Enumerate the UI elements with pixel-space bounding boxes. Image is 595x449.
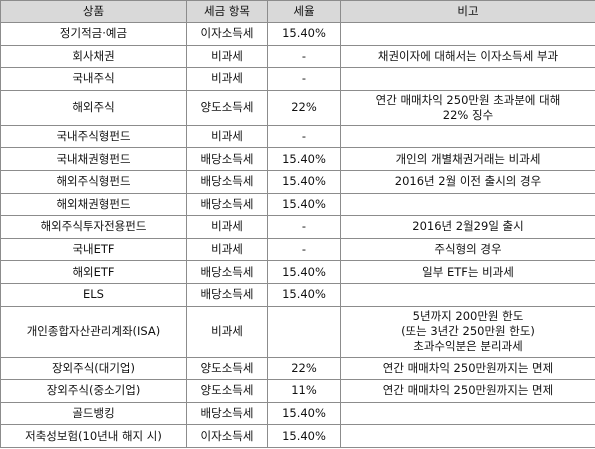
tax-type-cell: 이자소득세 <box>186 424 268 448</box>
product-cell: 정기적금·예금 <box>0 22 187 46</box>
table-body: 정기적금·예금 이자소득세 15.40% 회사채권 비과세 - 채권이자에 대해서는 이자소… <box>0 22 595 448</box>
table-row: 해외ETF 배당소득세 15.40% 일부 ETF는 비과세 <box>0 260 595 284</box>
table-row: 장외주식(대기업) 양도소득세 22% 연간 매매차익 250만원까지는 면제 <box>0 356 595 381</box>
tax-type-cell: 비과세 <box>186 215 268 239</box>
header-cell: 세금 항목 <box>186 0 268 23</box>
note-cell <box>340 401 595 426</box>
cell-line: 22% 징수 <box>442 107 494 122</box>
tax-type-cell: 비과세 <box>186 124 268 149</box>
tax-type-cell: 양도소득세 <box>186 89 268 126</box>
tax-type-cell: 비과세 <box>186 237 268 262</box>
note-cell: 연간 매매차익 250만원까지는 면제 <box>340 379 595 403</box>
tax-type-cell: 비과세 <box>186 44 268 69</box>
note-cell: 5년까지 200만원 한도 (또는 3년간 250만원 한도) 초과수익분은 분리과… <box>340 305 595 358</box>
rate-cell: 11% <box>267 379 341 403</box>
rate-cell: 22% <box>267 356 341 381</box>
header-cell: 비고 <box>340 0 595 23</box>
product-cell: 국내주식 <box>0 67 187 91</box>
rate-cell: - <box>267 215 341 239</box>
table-row: 국내채권형펀드 배당소득세 15.40% 개인의 개별채권거래는 비과세 <box>0 147 595 171</box>
rate-cell: 15.40% <box>267 169 341 194</box>
rate-cell: - <box>267 44 341 69</box>
tax-type-cell: 배당소득세 <box>186 169 268 194</box>
tax-type-cell: 배당소득세 <box>186 282 268 307</box>
rate-cell: 22% <box>267 89 341 126</box>
note-cell: 개인의 개별채권거래는 비과세 <box>340 147 595 171</box>
rate-cell <box>267 305 341 358</box>
note-cell: 2016년 2월 이전 출시의 경우 <box>340 169 595 194</box>
cell-line: 초과수익분은 분리과세 <box>413 339 523 354</box>
product-cell: 국내주식형펀드 <box>0 124 187 149</box>
table-row: 해외주식 양도소득세 22% 연간 매매차익 250만원 초과분에 대해 22% 징수 <box>0 89 595 126</box>
product-cell: 저축성보험(10년내 해지 시) <box>0 424 187 448</box>
rate-cell: - <box>267 237 341 262</box>
note-cell <box>340 67 595 91</box>
rate-cell: - <box>267 124 341 149</box>
note-cell: 2016년 2월29일 출시 <box>340 215 595 239</box>
product-cell: ELS <box>0 282 187 307</box>
tax-type-cell: 비과세 <box>186 305 268 358</box>
tax-type-cell: 배당소득세 <box>186 147 268 171</box>
table-row: 회사채권 비과세 - 채권이자에 대해서는 이자소득세 부과 <box>0 44 595 69</box>
table-row: ELS 배당소득세 15.40% <box>0 282 595 307</box>
tax-type-cell: 배당소득세 <box>186 260 268 284</box>
cell-line: 5년까지 200만원 한도 <box>412 309 524 324</box>
table-row: 골드뱅킹 배당소득세 15.40% <box>0 401 595 426</box>
header-cell: 상품 <box>0 0 187 23</box>
rate-cell: 15.40% <box>267 22 341 46</box>
tax-type-cell: 양도소득세 <box>186 379 268 403</box>
product-cell: 국내채권형펀드 <box>0 147 187 171</box>
header-row: 상품 세금 항목 세율 비고 <box>0 0 595 23</box>
product-cell: 해외채권형펀드 <box>0 192 187 217</box>
tax-type-cell: 비과세 <box>186 67 268 91</box>
table-row: 장외주식(중소기업) 양도소득세 11% 연간 매매차익 250만원까지는 면제 <box>0 379 595 403</box>
table-row: 국내ETF 비과세 - 주식형의 경우 <box>0 237 595 262</box>
note-cell: 일부 ETF는 비과세 <box>340 260 595 284</box>
tax-type-cell: 배당소득세 <box>186 192 268 217</box>
rate-cell: 15.40% <box>267 424 341 448</box>
rate-cell: 15.40% <box>267 401 341 426</box>
cell-line: 연간 매매차익 250만원 초과분에 대해 <box>375 92 561 107</box>
product-cell: 해외주식투자전용펀드 <box>0 215 187 239</box>
table-row: 해외주식형펀드 배당소득세 15.40% 2016년 2월 이전 출시의 경우 <box>0 169 595 194</box>
note-cell: 채권이자에 대해서는 이자소득세 부과 <box>340 44 595 69</box>
note-cell: 연간 매매차익 250만원까지는 면제 <box>340 356 595 381</box>
note-cell <box>340 124 595 149</box>
cell-line: (또는 3년간 250만원 한도) <box>401 324 535 339</box>
note-cell <box>340 22 595 46</box>
tax-type-cell: 배당소득세 <box>186 401 268 426</box>
note-cell: 주식형의 경우 <box>340 237 595 262</box>
product-cell: 장외주식(중소기업) <box>0 379 187 403</box>
tax-type-cell: 이자소득세 <box>186 22 268 46</box>
note-cell: 연간 매매차익 250만원 초과분에 대해 22% 징수 <box>340 89 595 126</box>
product-cell: 개인종합자산관리계좌(ISA) <box>0 305 187 358</box>
product-cell: 해외주식 <box>0 89 187 126</box>
table-row: 개인종합자산관리계좌(ISA) 비과세 5년까지 200만원 한도 (또는 3년간 2… <box>0 305 595 358</box>
table-row: 정기적금·예금 이자소득세 15.40% <box>0 22 595 46</box>
product-cell: 국내ETF <box>0 237 187 262</box>
table-row: 해외주식투자전용펀드 비과세 -2016년 2월29일 출시 <box>0 215 595 239</box>
tax-type-cell: 양도소득세 <box>186 356 268 381</box>
rate-cell: 15.40% <box>267 282 341 307</box>
note-cell <box>340 192 595 217</box>
note-cell <box>340 282 595 307</box>
product-cell: 골드뱅킹 <box>0 401 187 426</box>
note-cell <box>340 424 595 448</box>
table-row: 해외채권형펀드 배당소득세 15.40% <box>0 192 595 217</box>
table-row: 저축성보험(10년내 해지 시) 이자소득세 15.40% <box>0 424 595 448</box>
table-row: 국내주식형펀드 비과세 - <box>0 124 595 149</box>
product-cell: 해외주식형펀드 <box>0 169 187 194</box>
rate-cell: - <box>267 67 341 91</box>
product-cell: 해외ETF <box>0 260 187 284</box>
header-cell: 세율 <box>267 0 341 23</box>
product-cell: 장외주식(대기업) <box>0 356 187 381</box>
rate-cell: 15.40% <box>267 147 341 171</box>
rate-cell: 15.40% <box>267 260 341 284</box>
table-row: 국내주식 비과세 - <box>0 67 595 91</box>
rate-cell: 15.40% <box>267 192 341 217</box>
product-cell: 회사채권 <box>0 44 187 69</box>
